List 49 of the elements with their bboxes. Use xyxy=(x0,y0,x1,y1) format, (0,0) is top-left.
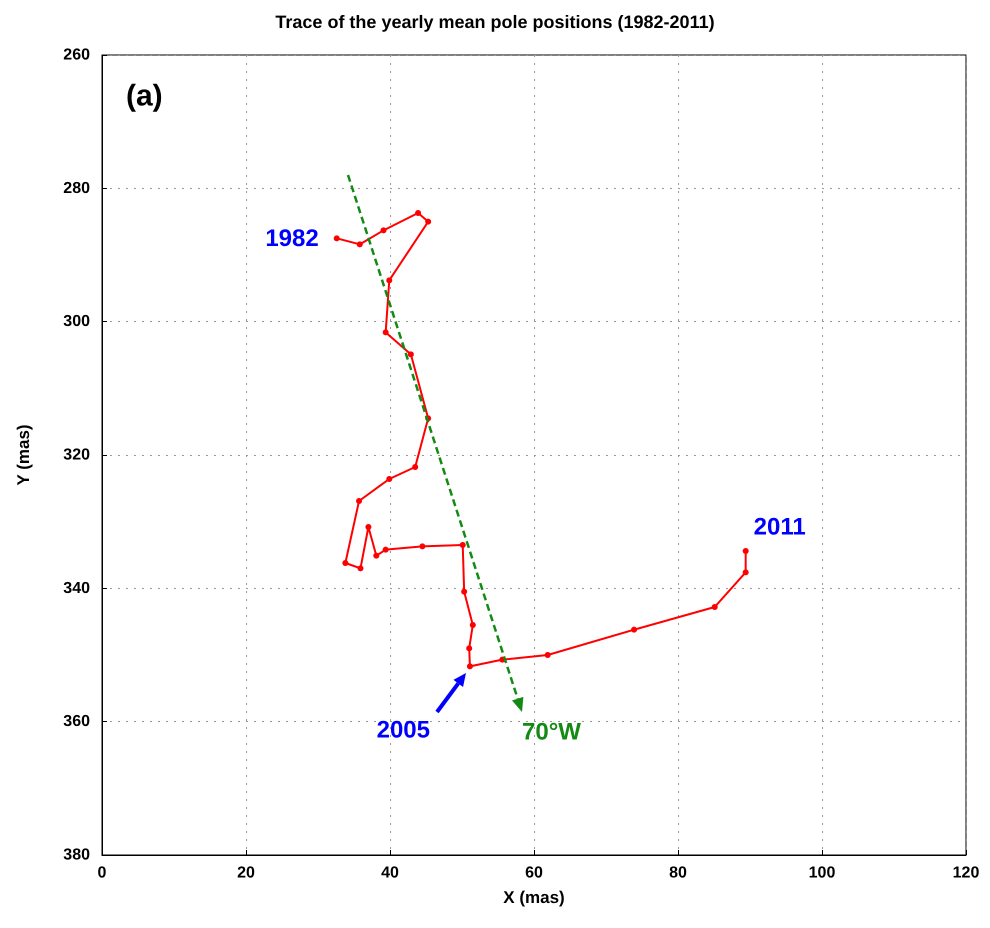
point xyxy=(334,235,340,242)
point xyxy=(408,351,414,358)
y-tick-label: 360 xyxy=(63,713,90,730)
point xyxy=(742,548,749,554)
chart-title: Trace of the yearly mean pole positions (1982-2011) xyxy=(275,12,715,32)
point xyxy=(425,218,432,225)
annotation: 2011 xyxy=(754,514,806,540)
x-tick-label: 20 xyxy=(237,864,255,882)
point xyxy=(365,524,372,530)
point xyxy=(380,227,387,234)
x-tick-label: 60 xyxy=(525,864,543,882)
point xyxy=(544,652,551,658)
point xyxy=(356,241,363,248)
point xyxy=(382,546,389,553)
x-tick-label: 100 xyxy=(808,864,836,882)
y-tick-label: 300 xyxy=(63,313,90,330)
y-tick-label: 320 xyxy=(63,446,90,464)
y-axis-title: Y (mas) xyxy=(14,424,33,486)
point xyxy=(386,476,392,482)
x-tick-label: 80 xyxy=(669,864,687,882)
annotation: 70°W xyxy=(522,718,582,746)
y-tick-label: 280 xyxy=(63,180,90,197)
y-tick-label: 260 xyxy=(63,46,90,64)
point xyxy=(373,552,380,559)
x-axis-title: X (mas) xyxy=(503,888,565,907)
point xyxy=(386,277,392,284)
x-tick-label: 40 xyxy=(381,864,399,882)
point xyxy=(712,604,718,610)
y-tick-label: 340 xyxy=(63,580,90,597)
point xyxy=(466,645,472,652)
point xyxy=(470,622,476,628)
point xyxy=(742,569,749,576)
point xyxy=(461,588,468,595)
point xyxy=(419,543,426,550)
annotation: 1982 xyxy=(265,224,319,252)
point xyxy=(460,542,466,548)
annotation: (a) xyxy=(126,80,163,112)
point xyxy=(356,498,362,504)
point xyxy=(412,464,418,470)
annotation: 2005 xyxy=(376,716,430,744)
y-tick-label: 380 xyxy=(63,846,90,864)
point xyxy=(357,565,364,572)
point xyxy=(631,626,638,633)
point xyxy=(382,329,389,336)
x-tick-label: 0 xyxy=(98,864,107,882)
point xyxy=(342,560,348,566)
point xyxy=(466,663,473,670)
x-tick-label: 120 xyxy=(952,864,980,882)
point xyxy=(415,210,422,216)
